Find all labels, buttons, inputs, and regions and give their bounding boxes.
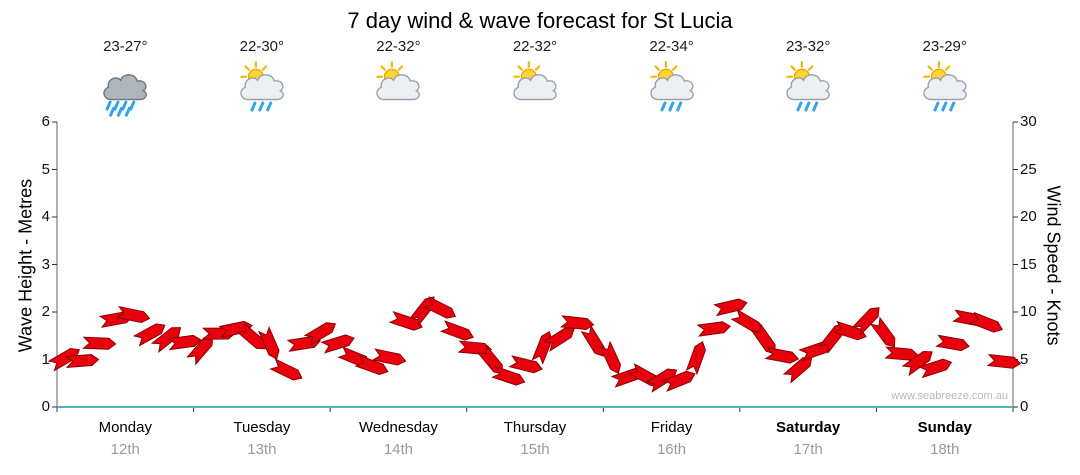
wind-arrow <box>696 321 731 337</box>
day-name: Thursday <box>503 419 567 436</box>
wind-arrow <box>869 316 896 348</box>
wind-arrow <box>851 307 880 336</box>
right-axis-tick: 25 <box>1020 160 1037 178</box>
chart-title: 7 day wind & wave forecast for St Lucia <box>347 8 733 33</box>
temp-range: 22-32° <box>376 38 421 55</box>
wind-arrow <box>935 334 970 352</box>
left-axis-tick: 5 <box>41 160 50 178</box>
temp-range: 23-32° <box>785 38 831 55</box>
wind-arrow <box>580 324 605 357</box>
wind-arrow <box>508 355 543 374</box>
sun-cloud-rain-icon <box>612 60 732 118</box>
right-axis-tick: 5 <box>1020 350 1029 368</box>
day-date: 17th <box>793 441 823 458</box>
wind-arrow <box>599 340 622 375</box>
day-header: 23-27° <box>65 38 185 118</box>
wind-arrow <box>491 365 526 386</box>
day-name: Saturday <box>776 419 841 436</box>
day-header: 22-32° <box>338 38 458 118</box>
right-axis-tick: 20 <box>1020 208 1037 225</box>
day-name: Wednesday <box>358 419 438 436</box>
right-axis-tick: 30 <box>1020 113 1037 130</box>
temp-range: 23-27° <box>103 38 148 55</box>
day-date: 15th <box>520 441 550 458</box>
day-header: 22-34° <box>612 38 732 118</box>
left-axis-tick: 2 <box>41 303 50 320</box>
wind-arrow <box>303 322 337 346</box>
left-axis-tick: 1 <box>41 350 50 368</box>
sun-cloud-icon <box>475 60 595 118</box>
day-label: Tuesday 13th <box>192 419 332 458</box>
wind-arrow <box>422 296 457 319</box>
day-label: Saturday 17th <box>738 419 878 458</box>
sun-cloud-rain-icon <box>885 60 1005 118</box>
wind-arrow <box>150 327 182 354</box>
day-date: 18th <box>930 441 960 458</box>
sun-cloud-rain-icon <box>748 60 868 118</box>
right-axis-tick: 0 <box>1020 398 1029 415</box>
day-date: 13th <box>247 441 277 458</box>
wind-arrow <box>713 298 748 317</box>
right-axis-tick: 10 <box>1020 303 1037 320</box>
left-axis-tick: 6 <box>41 113 50 130</box>
day-label: Friday 16th <box>602 419 742 458</box>
day-date: 12th <box>110 441 140 458</box>
rain-cloud-icon <box>65 60 185 118</box>
wind-arrow <box>439 320 474 341</box>
temp-range: 22-30° <box>239 38 285 55</box>
day-name: Friday <box>650 419 693 436</box>
wind-arrow <box>258 326 280 360</box>
day-header: 22-32° <box>475 38 595 118</box>
wind-arrow <box>115 306 151 323</box>
wind-arrow <box>82 336 117 350</box>
day-date: 16th <box>656 441 687 458</box>
wind-arrow <box>542 327 575 352</box>
wind-arrow <box>559 315 595 331</box>
day-name: Monday <box>98 419 152 436</box>
day-header: 23-29° <box>885 38 1005 118</box>
wind-arrow <box>917 358 953 379</box>
day-label: Wednesday 14th <box>328 419 468 458</box>
wind-arrow <box>64 354 100 369</box>
left-axis-tick: 3 <box>41 255 50 273</box>
wind-arrow <box>269 358 303 381</box>
wind-arrow <box>371 348 407 366</box>
day-name: Sunday <box>917 419 972 436</box>
day-date: 14th <box>383 441 414 458</box>
day-header: 22-30° <box>202 38 322 118</box>
wind-arrow <box>661 370 696 392</box>
wind-arrow <box>750 323 776 355</box>
wind-arrow <box>901 350 933 377</box>
day-label: Sunday 18th <box>875 419 1015 458</box>
day-name: Tuesday <box>233 419 291 436</box>
watermark: www.seabreeze.com.au <box>891 390 1008 402</box>
temp-range: 22-32° <box>512 38 558 55</box>
day-label: Monday 12th <box>55 419 195 458</box>
wind-arrow <box>132 323 166 347</box>
sun-cloud-rain-icon <box>202 60 322 118</box>
wind-arrow <box>320 334 355 354</box>
temp-range: 22-34° <box>649 38 694 55</box>
sun-cloud-icon <box>338 60 458 118</box>
right-axis-tick: 15 <box>1020 255 1037 273</box>
wind-arrow <box>388 310 423 331</box>
wind-arrow <box>167 334 202 351</box>
wind-arrow <box>354 354 389 376</box>
wind-arrow <box>764 346 800 364</box>
day-header: 23-32° <box>748 38 868 118</box>
wind-arrow <box>685 340 706 376</box>
left-axis-tick: 4 <box>41 208 50 225</box>
wind-arrow <box>986 353 1022 369</box>
wind-arrow <box>969 311 1004 333</box>
left-axis-tick: 0 <box>41 398 50 415</box>
day-label: Thursday 15th <box>465 419 605 458</box>
temp-range: 23-29° <box>922 38 967 55</box>
wind-arrow <box>782 356 813 384</box>
wind-arrow <box>186 335 214 366</box>
